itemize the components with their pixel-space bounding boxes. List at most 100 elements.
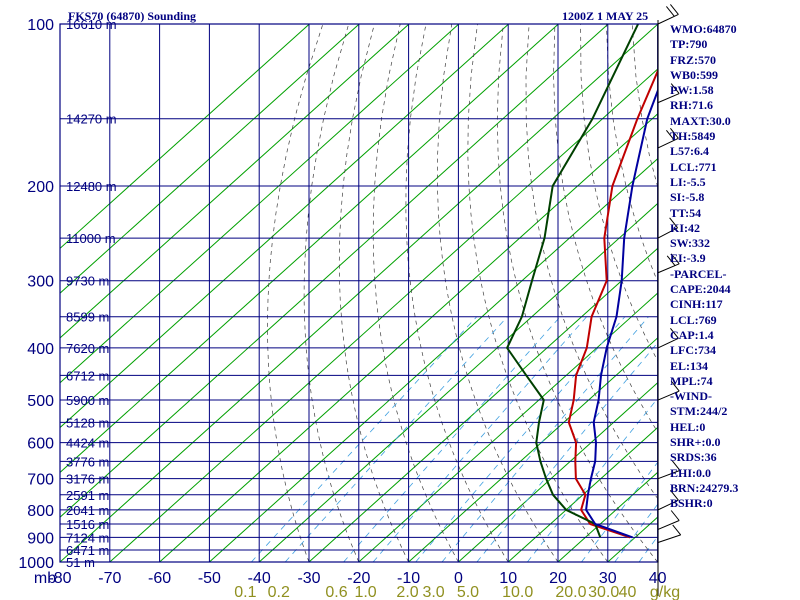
mixing-ratio-label: 40 bbox=[619, 584, 637, 600]
mixing-ratio-label: 30.0 bbox=[588, 584, 619, 600]
temperature-tick-label: -40 bbox=[248, 570, 271, 587]
stat-item: LI:-5.5 bbox=[670, 174, 706, 189]
stat-item: SW:332 bbox=[670, 236, 711, 251]
stat-item: FRZ:570 bbox=[670, 52, 716, 67]
pressure-tick-label: 400 bbox=[27, 341, 54, 358]
stat-item: LFC:734 bbox=[670, 343, 716, 358]
wind-barb-shaft bbox=[657, 13, 679, 25]
stats-panel: WMO:64870 TP:790 FRZ:570 WB0:599 PW:1.58 RH:7… bbox=[670, 22, 738, 512]
wind-barb-feather bbox=[666, 129, 675, 141]
pressure-tick-label: 800 bbox=[27, 503, 54, 520]
height-label: 9730 m bbox=[66, 274, 109, 289]
parcel-curve bbox=[585, 87, 658, 539]
temperature-tick-label: 0 bbox=[454, 570, 463, 587]
stat-item: MPL:74 bbox=[670, 373, 713, 388]
isotherm-line bbox=[408, 336, 658, 562]
stat-item: CAP:1.4 bbox=[670, 327, 714, 342]
pressure-tick-label: 900 bbox=[27, 530, 54, 547]
temperature-tick-label: -50 bbox=[198, 570, 221, 587]
isotherm-line bbox=[458, 381, 658, 562]
stat-item: HEL:0 bbox=[670, 419, 706, 434]
wind-barb-feather bbox=[670, 510, 680, 521]
dry-adiabat-line bbox=[761, 24, 800, 562]
wind-barb-shaft bbox=[657, 137, 679, 149]
height-label: 1516 m bbox=[66, 517, 109, 532]
temperature-tick-label: -30 bbox=[297, 570, 320, 587]
stat-item: TP:790 bbox=[670, 37, 708, 52]
wind-barb-feather bbox=[670, 4, 679, 15]
pressure-tick-label: 200 bbox=[27, 179, 54, 196]
stat-item: SRDS:36 bbox=[670, 450, 717, 465]
height-label: 4424 m bbox=[66, 436, 109, 451]
dry-adiabat-line bbox=[405, 24, 509, 562]
height-label: 8599 m bbox=[66, 310, 109, 325]
plot-frame bbox=[59, 20, 659, 596]
stat-item: L57:6.4 bbox=[670, 144, 709, 159]
mixing-ratio-line bbox=[614, 503, 658, 562]
temperature-tick-label: 20 bbox=[549, 570, 567, 587]
mixing-ratio-label: 1.0 bbox=[354, 584, 376, 600]
wind-barb-feather bbox=[670, 253, 680, 265]
pressure-tick-label: 100 bbox=[27, 17, 54, 34]
wind-barb-feather bbox=[666, 6, 675, 17]
dewpoint-curve bbox=[505, 24, 640, 538]
height-label: 51 m bbox=[66, 555, 95, 570]
pressure-tick-label: 1000 bbox=[18, 555, 54, 572]
stat-item: STM:244/2 bbox=[670, 404, 728, 419]
wind-barb-shaft bbox=[657, 227, 678, 239]
stat-item: EL:134 bbox=[670, 358, 709, 373]
stat-item: -WIND- bbox=[670, 389, 712, 404]
stat-item: SI:-5.8 bbox=[670, 190, 705, 205]
stat-item: WMO:64870 bbox=[670, 22, 737, 36]
stat-item: SHR+:0.0 bbox=[670, 435, 721, 450]
temperature-tick-label: -10 bbox=[397, 570, 420, 587]
mixing-ratio-label: 2.0 bbox=[396, 584, 418, 600]
mixing-unit-label: g/kg bbox=[650, 584, 680, 600]
wind-barb-feather bbox=[670, 127, 679, 139]
sounding-time: 1200Z 1 MAY 25 bbox=[562, 9, 649, 23]
grid bbox=[60, 24, 800, 562]
dry-adiabat-line bbox=[735, 24, 800, 562]
wind-barb-shaft bbox=[657, 337, 679, 349]
stat-item: RH:71.6 bbox=[670, 98, 713, 113]
height-label: 7124 m bbox=[66, 530, 109, 545]
height-label: 5900 m bbox=[66, 393, 109, 408]
stat-item: CAPE:2044 bbox=[670, 282, 731, 297]
dry-adiabat-line bbox=[467, 24, 609, 562]
wind-barbs bbox=[657, 4, 682, 543]
mixing-ratio-line bbox=[581, 461, 658, 562]
sounding-curves bbox=[505, 24, 658, 539]
wind-barb-feather bbox=[666, 255, 676, 267]
height-label: 14270 m bbox=[66, 112, 117, 127]
height-label: 6712 m bbox=[66, 368, 109, 383]
dry-adiabat-line bbox=[303, 24, 360, 562]
dry-adiabat-line bbox=[372, 24, 459, 562]
temperature-tick-label: -20 bbox=[347, 570, 370, 587]
stat-item: TH:5849 bbox=[670, 129, 716, 144]
stat-item: EI:-3.9 bbox=[670, 251, 706, 266]
mixing-ratio-label: 5.0 bbox=[457, 584, 479, 600]
mixing-ratio-line bbox=[476, 341, 658, 562]
height-label: 2041 m bbox=[66, 503, 109, 518]
height-label: 5128 m bbox=[66, 415, 109, 430]
height-label: 6471 m bbox=[66, 543, 109, 558]
mixing-ratio-label: 0.6 bbox=[325, 584, 347, 600]
wind-barb-shaft bbox=[657, 469, 681, 480]
wind-barb-shaft bbox=[657, 93, 680, 104]
wind-barb-feather bbox=[670, 327, 679, 339]
temperature-tick-label: 10 bbox=[499, 570, 517, 587]
mixing-ratio-line bbox=[415, 316, 626, 562]
height-label: 16610 m bbox=[66, 17, 117, 32]
pressure-tick-label: 300 bbox=[27, 274, 54, 291]
temperature-tick-label: -80 bbox=[48, 570, 71, 587]
wind-barb-feather bbox=[669, 217, 678, 229]
wind-barb-feather bbox=[670, 83, 680, 94]
height-label: 12480 m bbox=[66, 179, 117, 194]
temperature-tick-label: -70 bbox=[98, 570, 121, 587]
wind-barb-feather bbox=[670, 380, 680, 392]
wind-barb-shaft bbox=[657, 263, 680, 274]
stat-item: MAXT:30.0 bbox=[670, 113, 731, 128]
pressure-unit-label: mb bbox=[34, 570, 56, 587]
stat-item: LCL:769 bbox=[670, 312, 717, 327]
